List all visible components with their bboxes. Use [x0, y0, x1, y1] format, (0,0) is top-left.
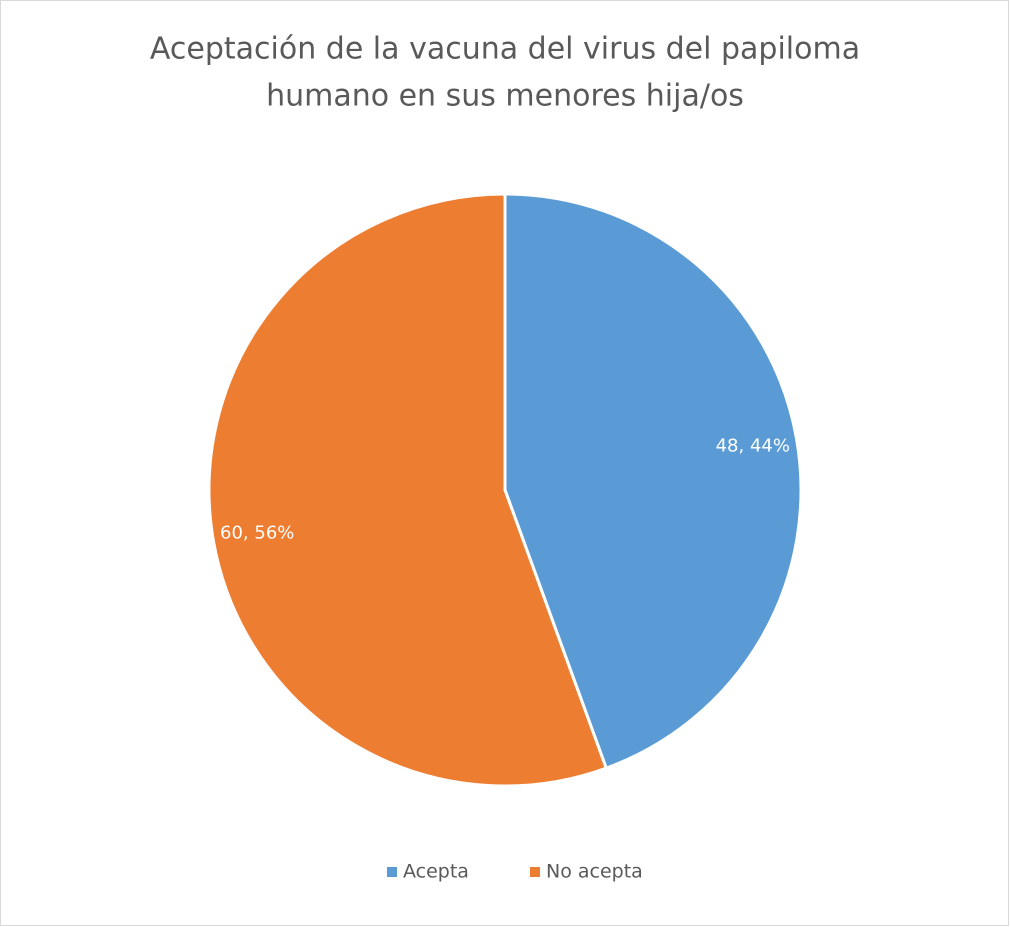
- data-label: 48, 44%: [716, 435, 790, 456]
- legend-swatch: [387, 867, 397, 877]
- data-label: 60, 56%: [220, 523, 294, 544]
- chart-title: Aceptación de la vacuna del virus del pa…: [150, 32, 860, 67]
- legend-swatch: [530, 867, 540, 877]
- legend-label: Acepta: [403, 861, 469, 883]
- chart-title: humano en sus menores hija/os: [266, 79, 744, 114]
- legend-label: No acepta: [546, 861, 643, 883]
- pie-slice: [207, 192, 609, 788]
- pie-slice: [503, 192, 803, 771]
